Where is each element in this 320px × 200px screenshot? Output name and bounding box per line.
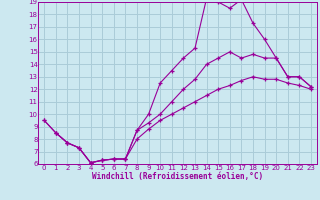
X-axis label: Windchill (Refroidissement éolien,°C): Windchill (Refroidissement éolien,°C)	[92, 172, 263, 181]
